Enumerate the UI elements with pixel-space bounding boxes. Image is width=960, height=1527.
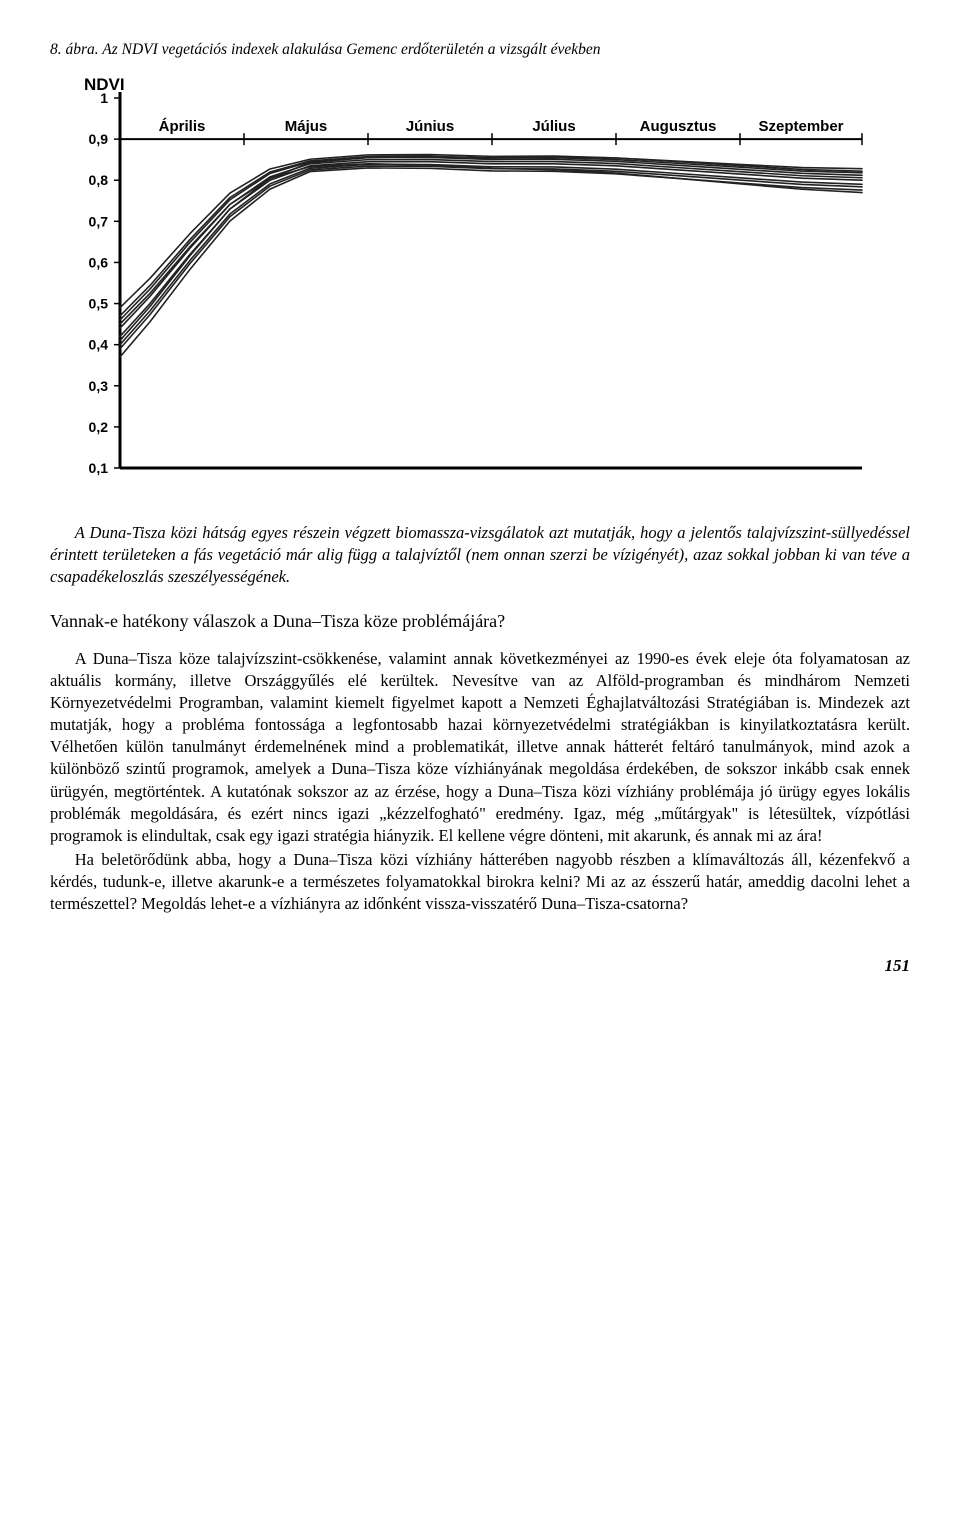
svg-text:0,6: 0,6	[89, 255, 109, 271]
svg-text:Július: Július	[532, 118, 575, 135]
svg-text:Június: Június	[406, 118, 454, 135]
svg-text:0,4: 0,4	[89, 337, 109, 353]
section-heading: Vannak-e hatékony válaszok a Duna–Tisza …	[50, 610, 910, 633]
svg-text:0,9: 0,9	[89, 131, 109, 147]
svg-text:0,1: 0,1	[89, 460, 109, 476]
ndvi-chart: NDVI0,10,20,30,40,50,60,70,80,91ÁprilisM…	[50, 72, 910, 492]
svg-text:1: 1	[100, 90, 108, 106]
figure-caption: 8. ábra. Az NDVI vegetációs indexek alak…	[50, 40, 910, 60]
svg-text:Április: Április	[159, 118, 206, 135]
svg-text:0,5: 0,5	[89, 296, 109, 312]
page-number: 151	[50, 955, 910, 977]
svg-text:Szeptember: Szeptember	[758, 118, 843, 135]
svg-text:Május: Május	[285, 118, 328, 135]
svg-text:0,3: 0,3	[89, 378, 109, 394]
svg-text:Augusztus: Augusztus	[640, 118, 717, 135]
figure-kicker: A Duna-Tisza közi hátság egyes részein v…	[50, 522, 910, 588]
svg-text:0,2: 0,2	[89, 419, 109, 435]
svg-text:0,7: 0,7	[89, 213, 109, 229]
body-paragraph: Ha beletörődünk abba, hogy a Duna–Tisza …	[50, 849, 910, 915]
svg-text:0,8: 0,8	[89, 172, 109, 188]
ndvi-chart-svg: NDVI0,10,20,30,40,50,60,70,80,91ÁprilisM…	[50, 72, 870, 492]
body-paragraph: A Duna–Tisza köze talajvízszint-csökkené…	[50, 648, 910, 847]
